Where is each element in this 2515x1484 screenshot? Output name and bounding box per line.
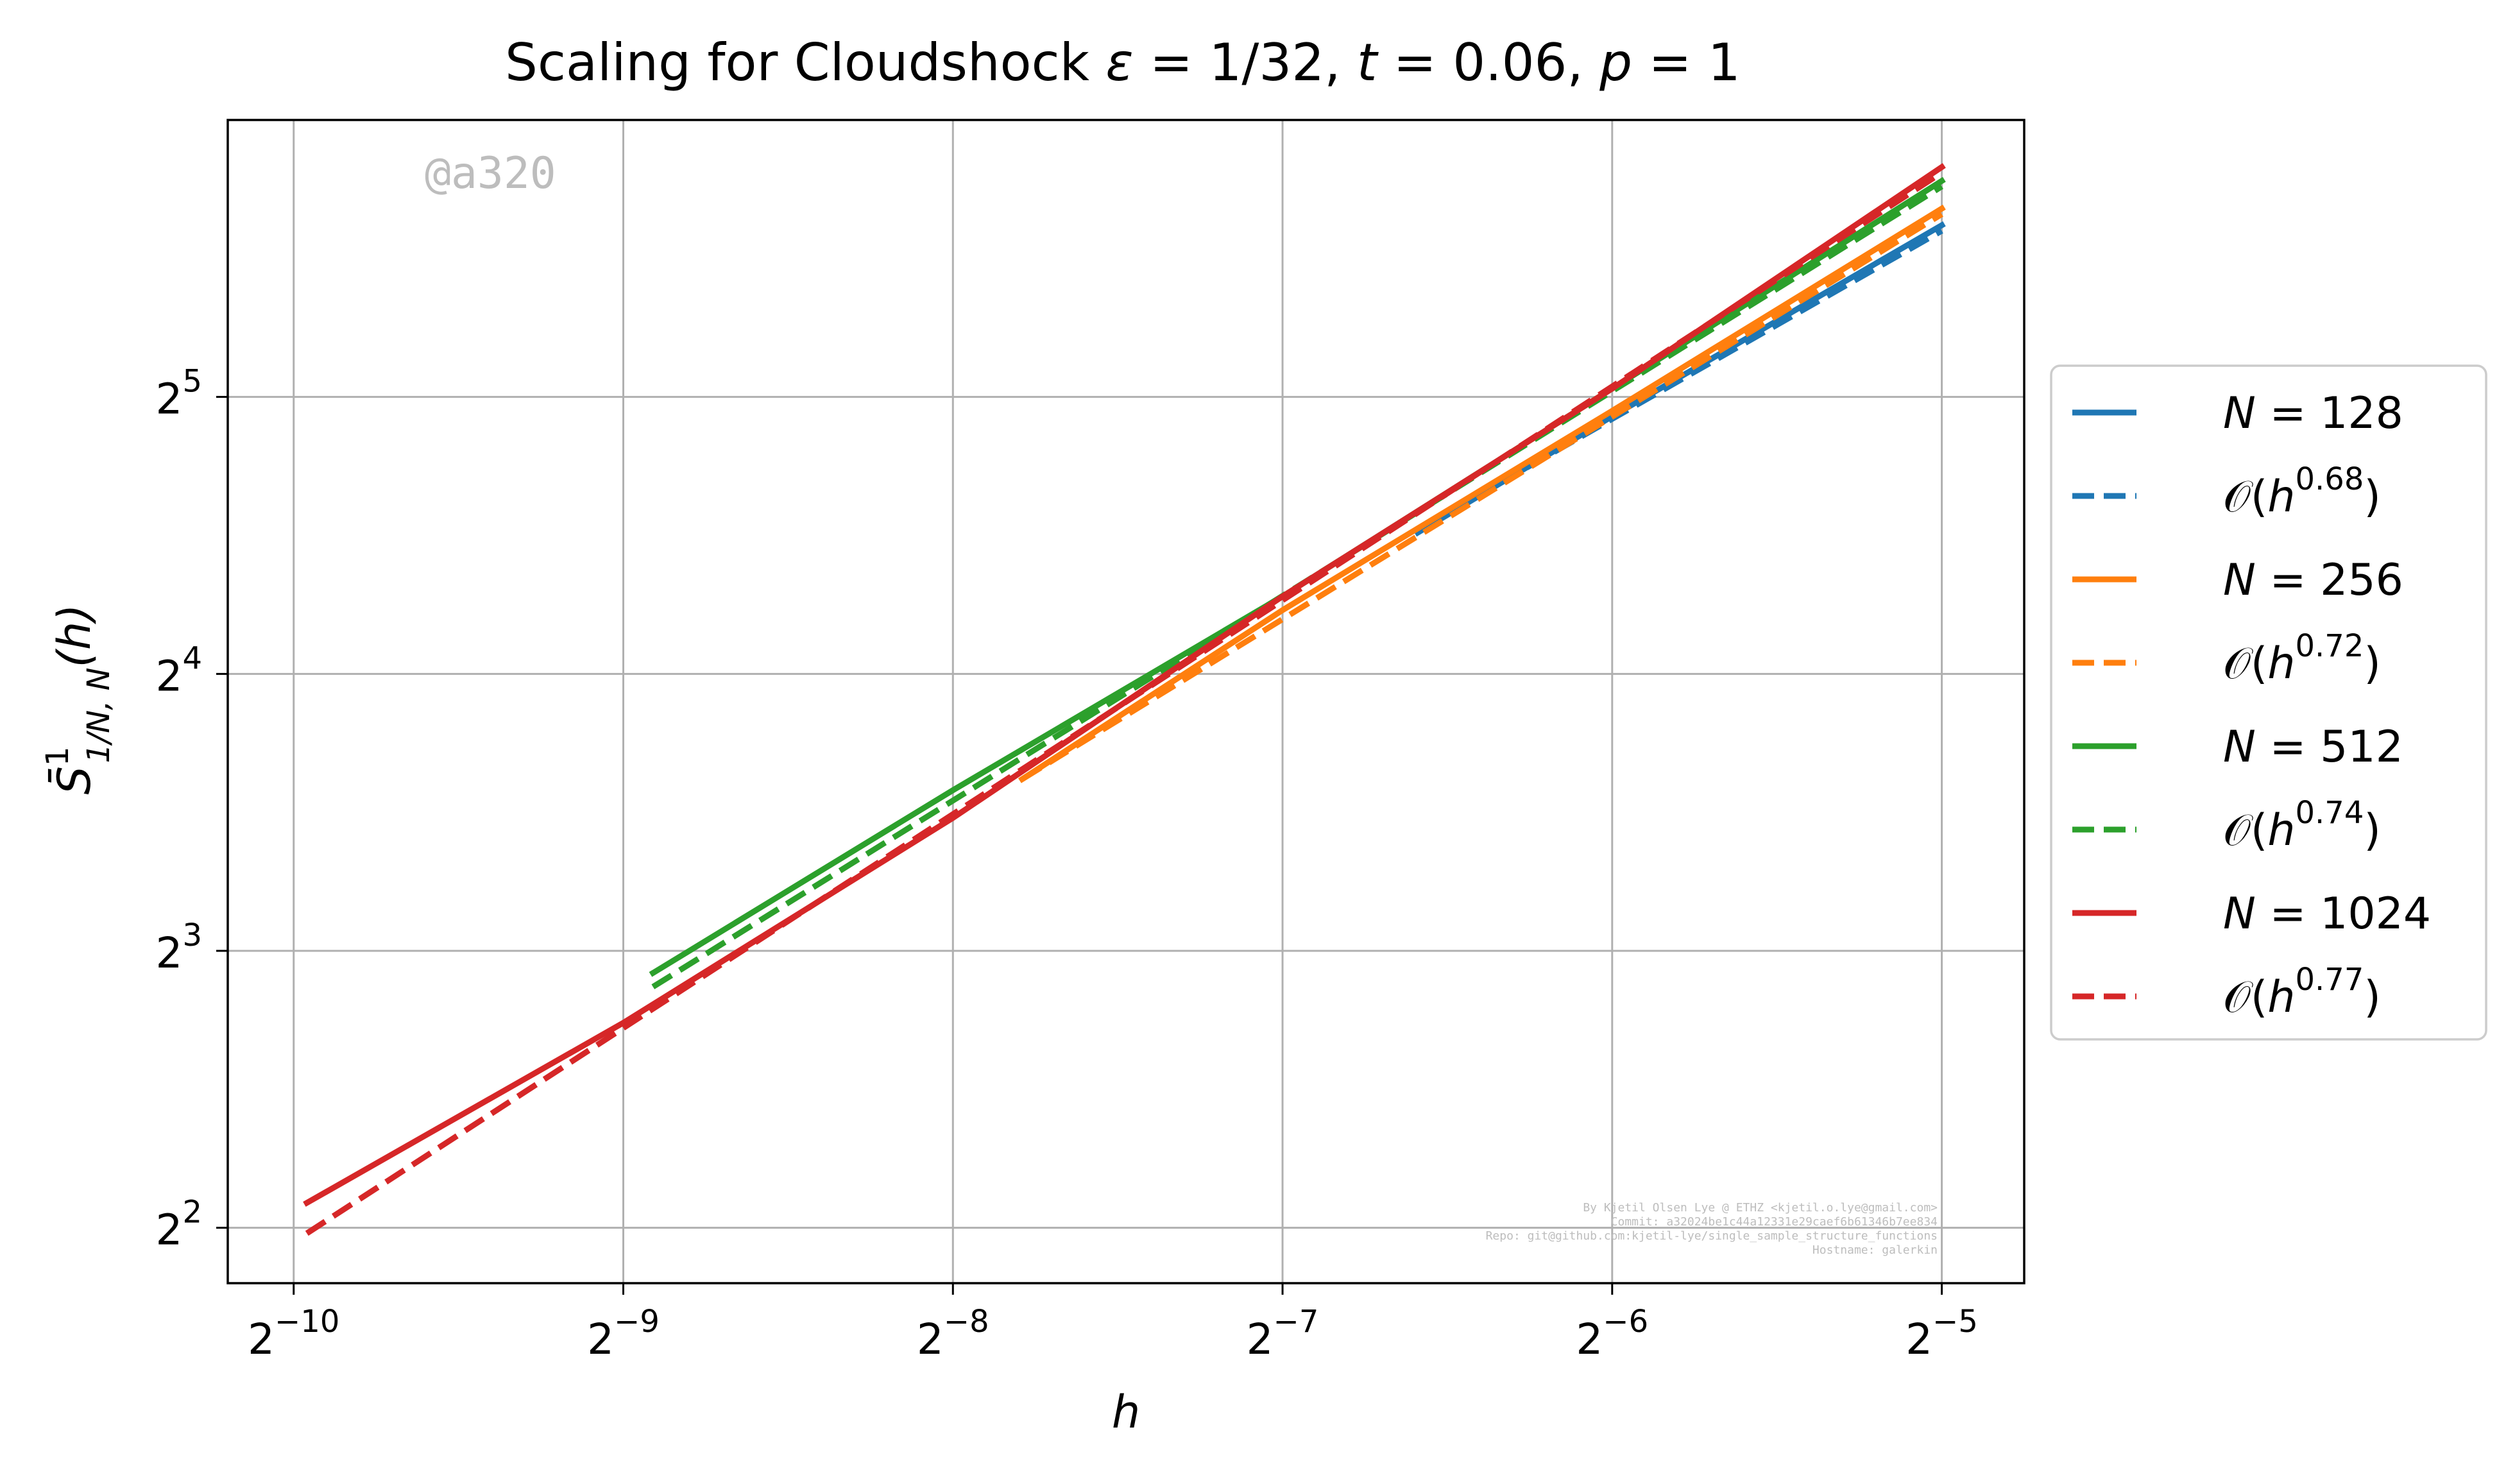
watermark: @a320 [425,148,556,199]
y-label-sub: 1/N, N [81,667,117,763]
x-tick-label-1: 2−9 [587,1304,660,1364]
legend-label-0: N = 128 [2223,388,2403,439]
legend-label-value: = 512 [2256,722,2403,772]
legend-label-value: = 256 [2256,555,2403,606]
series-line-7 [305,170,1944,1236]
y-label-sup: 1 [40,747,76,767]
title-p-value: = 1 [1632,33,1741,92]
x-tick-label-0: 2−10 [248,1304,339,1364]
series-lines [303,163,1946,1236]
x-tick-base: 2 [1247,1315,1274,1364]
y-tick-label-3: 25 [155,364,202,424]
y-label-tail: (h) [48,604,101,667]
title-prefix: Scaling for Cloudshock [505,33,1105,92]
x-axis-label: h [1112,1386,1140,1438]
x-tick-label-3: 2−7 [1247,1304,1319,1364]
title-p-symbol: p [1599,33,1632,92]
y-tick-base: 2 [155,1206,182,1255]
grid-lines [228,120,2024,1283]
legend-label-prefix: 𝒪( [2223,638,2267,689]
legend-label-3: 𝒪(h0.72) [2223,628,2381,689]
series-line-3 [1020,211,1943,782]
x-tick-base: 2 [248,1315,275,1364]
title-t-value: = 0.06, [1377,33,1599,92]
x-axis-ticks: 2−10 2−9 2−8 2−7 2−6 2−5 [248,1283,1978,1364]
x-tick-exponent: −9 [614,1304,660,1340]
legend-label-exponent: 0.74 [2295,795,2364,831]
legend-label-5: 𝒪(h0.74) [2223,795,2381,856]
y-axis-label-group: S̄1 1/N, N(h) [40,604,117,794]
attribution-line-0: By Kjetil Olsen Lye @ ETHZ <kjetil.o.lye… [1583,1201,1938,1215]
legend-label-exponent: 0.68 [2295,461,2364,497]
x-tick-base: 2 [1905,1315,1932,1364]
x-tick-exponent: −10 [275,1304,339,1340]
attribution-line-3: Hostname: galerkin [1812,1243,1938,1257]
y-tick-exponent: 4 [182,640,202,676]
y-tick-base: 2 [155,375,182,424]
legend-label-suffix: ) [2364,472,2381,522]
legend-label-1: 𝒪(h0.68) [2223,461,2381,522]
series-line-2 [1018,204,1946,783]
x-tick-label-2: 2−8 [917,1304,989,1364]
legend-label-suffix: ) [2364,805,2381,856]
legend-label-prefix: 𝒪( [2223,972,2267,1023]
legend-label-7: 𝒪(h0.77) [2223,962,2381,1023]
x-tick-exponent: −5 [1932,1304,1978,1340]
legend-label-symbol: N [2223,722,2256,772]
legend-label-symbol: h [2267,638,2295,689]
y-tick-base: 2 [155,928,182,978]
title-epsilon-symbol: ε [1105,33,1133,92]
chart-title: Scaling for Cloudshock ε = 1/32, t = 0.0… [505,33,1741,92]
y-axis-label: S̄1 1/N, N(h) [40,604,117,794]
legend-label-4: N = 512 [2223,722,2403,772]
title-epsilon-value: = 1/32, [1134,33,1357,92]
y-label-base: S̄ [47,766,101,794]
legend-label-6: N = 1024 [2223,889,2431,939]
attribution-line-1: Commit: a32024be1c44a12331e29caef6b61346… [1611,1215,1938,1229]
y-tick-label-1: 23 [155,917,202,978]
title-t-symbol: t [1357,33,1379,92]
legend-label-prefix: 𝒪( [2223,805,2267,856]
plot-frame [226,119,2025,1284]
legend-label-symbol: h [2267,472,2295,522]
y-tick-exponent: 5 [182,364,202,400]
y-tick-exponent: 3 [182,917,202,953]
attribution-line-2: Repo: git@github.com:kjetil-lye/single_s… [1486,1229,1938,1243]
x-tick-base: 2 [917,1315,944,1364]
legend-label-2: N = 256 [2223,555,2403,606]
x-tick-exponent: −6 [1603,1304,1648,1340]
attribution-text: By Kjetil Olsen Lye @ ETHZ <kjetil.o.lye… [1486,1201,1938,1257]
x-tick-base: 2 [1576,1315,1603,1364]
x-tick-base: 2 [587,1315,614,1364]
legend-label-symbol: h [2267,805,2295,856]
y-tick-exponent: 2 [182,1195,202,1231]
x-tick-exponent: −8 [944,1304,989,1340]
legend-label-symbol: N [2223,555,2256,606]
legend-label-suffix: ) [2364,972,2381,1023]
legend-label-prefix: 𝒪( [2223,472,2267,522]
legend-label-exponent: 0.77 [2295,962,2364,998]
legend-label-suffix: ) [2364,638,2381,689]
x-tick-label-4: 2−6 [1576,1304,1648,1364]
x-tick-exponent: −7 [1274,1304,1319,1340]
y-tick-label-2: 24 [155,640,202,701]
y-tick-base: 2 [155,651,182,701]
legend-label-value: = 128 [2256,388,2403,439]
legend-label-symbol: h [2267,972,2295,1023]
legend-label-symbol: N [2223,889,2256,939]
legend-label-symbol: N [2223,388,2256,439]
x-tick-label-5: 2−5 [1905,1304,1978,1364]
legend-frame [2050,364,2487,1041]
legend-label-value: = 1024 [2256,889,2431,939]
legend-label-exponent: 0.72 [2295,628,2364,664]
y-tick-label-0: 22 [155,1195,202,1255]
